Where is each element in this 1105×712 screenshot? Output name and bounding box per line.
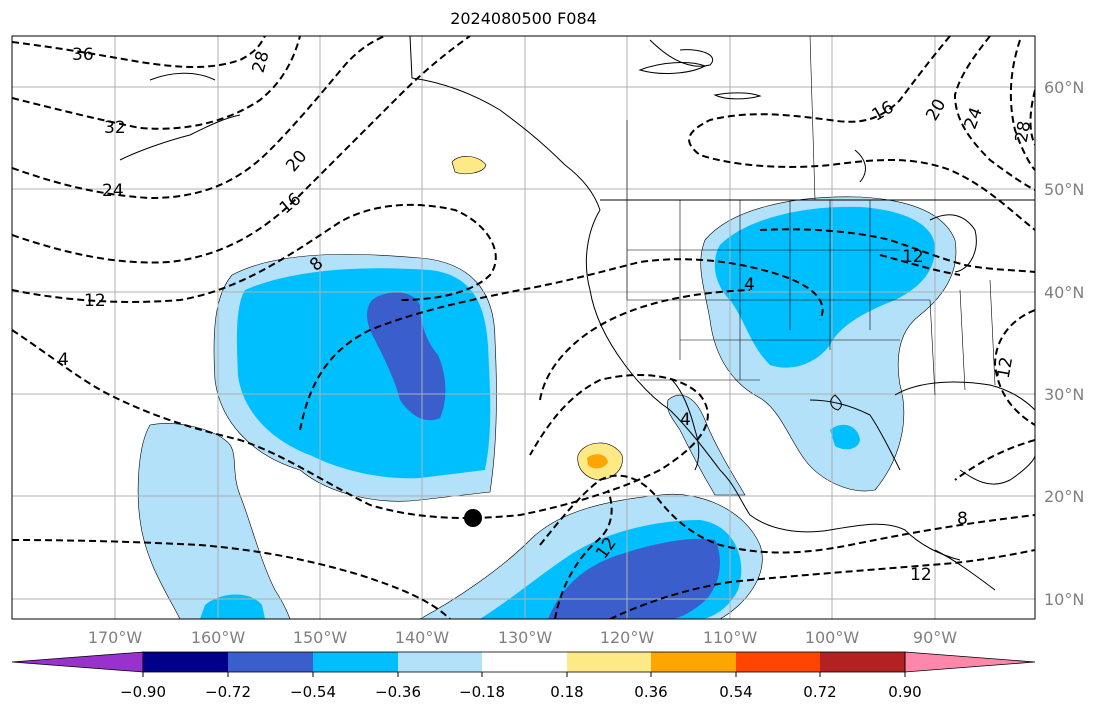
lon-label: 160°W bbox=[191, 628, 246, 647]
contour-label: 20 bbox=[922, 96, 950, 125]
lon-label: 140°W bbox=[395, 628, 450, 647]
colorbar-swatch bbox=[398, 652, 482, 672]
colorbar-tick-label: −0.18 bbox=[459, 683, 505, 701]
colorbar-tick-label: −0.54 bbox=[290, 683, 336, 701]
negative-anomaly-light-region bbox=[667, 395, 745, 495]
colorbar-tick-label: −0.36 bbox=[375, 683, 421, 701]
lat-label: 30°N bbox=[1044, 385, 1084, 404]
contour-label: 12 bbox=[84, 291, 106, 311]
contour-label: 32 bbox=[104, 118, 126, 138]
contour-label: 4 bbox=[680, 410, 691, 430]
longitude-axis: 170°W 160°W 150°W 140°W 130°W 120°W 110°… bbox=[88, 628, 957, 647]
colorbar-swatch bbox=[482, 652, 567, 672]
contour-label: 12 bbox=[994, 355, 1017, 380]
contour-label: 12 bbox=[902, 247, 924, 267]
colorbar-tick-labels: −0.90 −0.72 −0.54 −0.36 −0.18 0.18 0.36 … bbox=[120, 683, 922, 701]
contour-label: 12 bbox=[910, 565, 932, 585]
lon-label: 100°W bbox=[805, 628, 860, 647]
colorbar-swatch bbox=[228, 652, 313, 672]
colorbar-tick-label: 0.72 bbox=[803, 683, 836, 701]
contour-label: 24 bbox=[102, 181, 124, 201]
lon-label: 110°W bbox=[703, 628, 758, 647]
colorbar-tick-label: 0.36 bbox=[634, 683, 667, 701]
contour-label: 28 bbox=[249, 49, 274, 75]
lat-label: 40°N bbox=[1044, 283, 1084, 302]
map-area: 36 32 28 24 20 16 12 8 4 4 4 12 12 12 16… bbox=[12, 36, 1035, 619]
lon-label: 120°W bbox=[600, 628, 655, 647]
lat-label: 10°N bbox=[1044, 590, 1084, 609]
lat-label: 20°N bbox=[1044, 487, 1084, 506]
colorbar-swatch bbox=[143, 652, 228, 672]
colorbar: −0.90 −0.72 −0.54 −0.36 −0.18 0.18 0.36 … bbox=[12, 652, 1035, 701]
colorbar-tick-label: −0.90 bbox=[120, 683, 166, 701]
lon-label: 150°W bbox=[293, 628, 348, 647]
colorbar-ticks bbox=[143, 672, 905, 677]
anomaly-fill-layer bbox=[138, 156, 956, 619]
lon-label: 130°W bbox=[498, 628, 553, 647]
lat-label: 60°N bbox=[1044, 78, 1084, 97]
colorbar-swatch bbox=[820, 652, 905, 672]
colorbar-tick-label: 0.18 bbox=[550, 683, 583, 701]
colorbar-swatch bbox=[313, 652, 398, 672]
contour-label: 4 bbox=[58, 350, 69, 370]
lon-label: 90°W bbox=[913, 628, 957, 647]
contour-label: 4 bbox=[744, 275, 755, 295]
contour-label: 16 bbox=[869, 97, 898, 125]
contour-label: 8 bbox=[957, 509, 968, 529]
colorbar-tick-label: 0.54 bbox=[719, 683, 752, 701]
colorbar-swatch bbox=[736, 652, 820, 672]
colorbar-tick-label: −0.72 bbox=[205, 683, 251, 701]
storm-center-marker bbox=[464, 509, 482, 527]
colorbar-swatch bbox=[567, 652, 651, 672]
colorbar-tick-label: 0.90 bbox=[888, 683, 921, 701]
colorbar-extend-low bbox=[12, 652, 143, 672]
positive-anomaly-light-region bbox=[452, 156, 486, 173]
contour-label: 28 bbox=[1012, 119, 1035, 144]
latitude-axis: 60°N 50°N 40°N 30°N 20°N 10°N bbox=[1044, 78, 1084, 609]
colorbar-swatch bbox=[651, 652, 736, 672]
lat-label: 50°N bbox=[1044, 180, 1084, 199]
lon-label: 170°W bbox=[88, 628, 143, 647]
contour-label: 36 bbox=[72, 45, 94, 65]
contour-label: 20 bbox=[282, 147, 311, 176]
colorbar-extend-high bbox=[905, 652, 1035, 672]
